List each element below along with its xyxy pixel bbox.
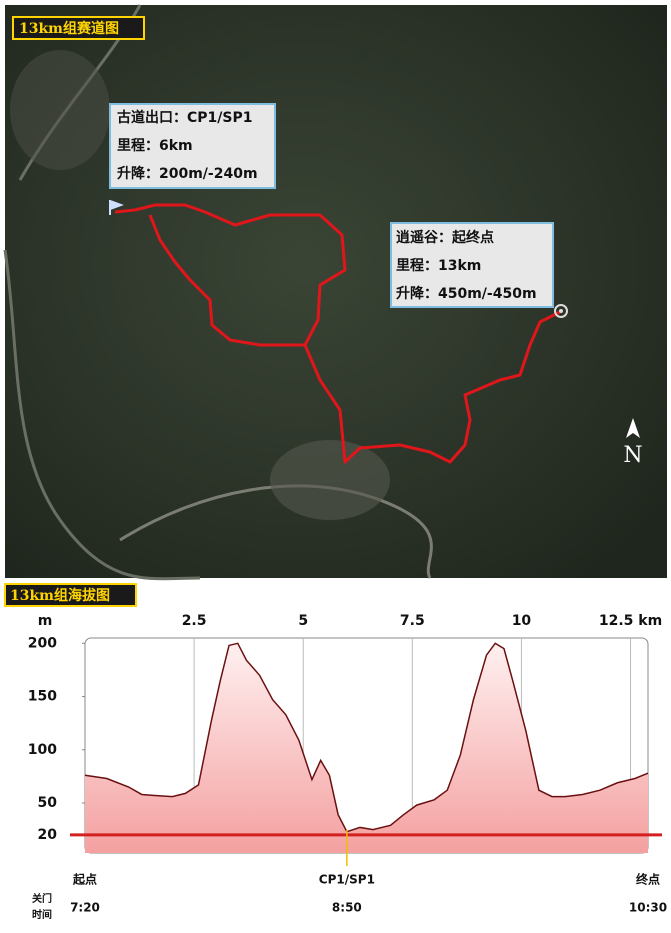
x-tick-label: 7.5 [400,613,425,629]
finish-marker [554,304,568,318]
elevation-line [84,642,649,833]
callout-text: 里程：6km [117,138,193,154]
elevation-chart: 2.5 5 7.5 10 12.5 km 20 50 100 150 200 起点 7:20 CP1/S… [28,613,667,921]
y-tick-label: 20 [38,827,58,843]
elevation-area [85,643,648,853]
cutoff-label: 时间 [32,908,52,921]
compass-arrow [626,418,640,438]
callout-text: 逍遥谷：起终点 [396,229,494,246]
map-title-box [12,16,145,40]
x-tick-label: 12.5 km [599,613,662,629]
village [10,50,110,170]
x-tick-label: 5 [298,613,308,629]
callout-text: 古道出口：CP1/SP1 [117,109,252,126]
checkpoint-label: 终点 [636,872,660,887]
callout-text: 升降：200m/-240m [117,165,258,182]
map-title: 13km组赛道图 [19,20,119,37]
cutoff-time: 7:20 [70,901,100,915]
map: 13km组赛道图 古道出口：CP1/SP1 里程：6km 升降：200m/-24… [3,4,667,581]
y-tick-label: 150 [28,689,57,705]
chart-title-box [4,583,137,607]
cutoff-label: 关门 [32,892,52,905]
callout-box [109,103,276,189]
chart-title: 13km组海拔图 [10,587,110,604]
route [114,203,561,464]
compass-label: N [623,443,642,468]
x-tick-label: 10 [512,613,532,629]
checkpoint-label: 起点 [72,872,97,887]
y-axis-label: m [38,613,53,629]
callout-text: 升降：450m/-450m [396,285,537,302]
y-tick-label: 100 [28,742,57,758]
finish-marker [559,309,563,313]
y-tick-label: 50 [38,795,58,811]
cutoff-time: 8:50 [332,901,362,915]
village [270,440,390,520]
x-tick-label: 2.5 [182,613,207,629]
start-flag [109,200,124,215]
callout-text: 里程：13km [396,258,481,274]
cutoff-time: 10:30 [629,901,667,915]
callout-box [390,222,554,308]
y-tick-label: 200 [28,635,57,651]
checkpoint-label: CP1/SP1 [319,873,375,887]
road [3,249,201,581]
